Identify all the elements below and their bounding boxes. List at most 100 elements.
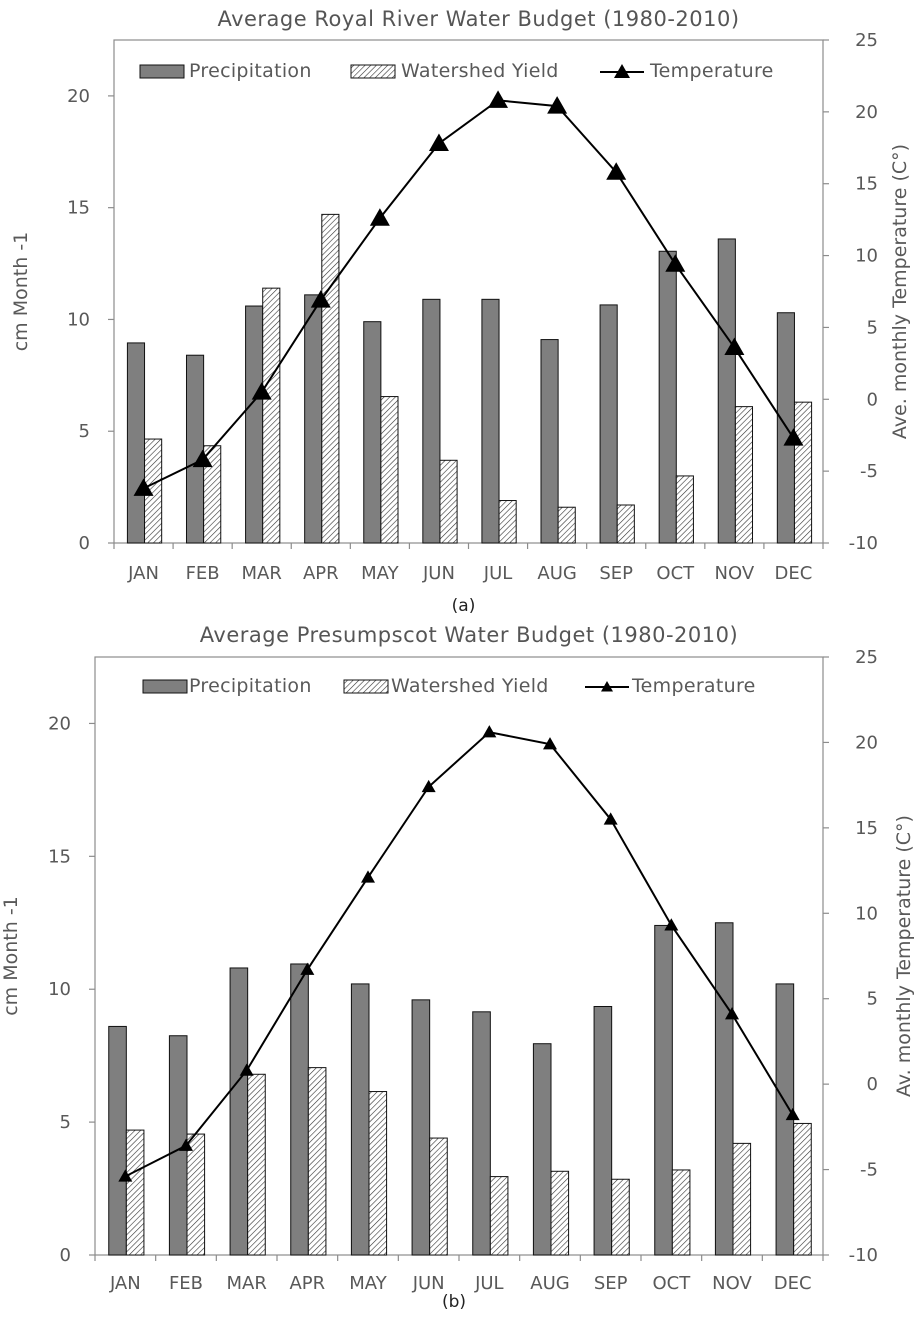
watershed-yield-bar — [203, 445, 222, 544]
precipitation-bar — [654, 924, 673, 1256]
x-tick-label-feb: FEB — [169, 1273, 203, 1294]
precipitation-bar — [714, 922, 734, 1256]
y-tick-label: 5 — [60, 1112, 71, 1133]
x-tick-label-dec: DEC — [774, 1273, 812, 1294]
legend-marker-temperature — [601, 681, 613, 692]
y2-tick-label: 25 — [855, 647, 878, 668]
precipitation-bar — [108, 1025, 127, 1256]
temperature-point — [547, 96, 568, 114]
temperature-point — [543, 737, 557, 750]
x-tick-label-nov: NOV — [712, 1273, 752, 1294]
y-tick-label: 0 — [60, 1245, 71, 1266]
precipitation-bar — [126, 342, 146, 544]
precipitation-bar — [717, 238, 736, 544]
watershed-yield-bar — [793, 401, 813, 544]
y-tick-label: 5 — [79, 421, 90, 442]
y-tick-label: 20 — [67, 86, 90, 107]
x-tick-label-nov: NOV — [715, 563, 755, 584]
y-tick-label: 15 — [67, 198, 90, 219]
x-tick-label-mar: MAR — [242, 563, 282, 584]
y2-tick-label: -10 — [849, 1245, 878, 1266]
temperature-point — [482, 725, 497, 738]
temperature-point — [725, 1007, 739, 1020]
watershed-yield-bar — [675, 475, 694, 544]
watershed-yield-bar — [611, 1178, 630, 1256]
y2-tick-label: -5 — [860, 1160, 878, 1181]
y2-tick-label: 5 — [867, 317, 878, 338]
temperature-point — [664, 918, 679, 931]
temperature-point — [300, 962, 315, 975]
y-axis-title: cm Month -1 — [0, 896, 22, 1016]
x-tick-label-apr: APR — [303, 563, 339, 584]
watershed-yield-bar — [734, 406, 754, 544]
chart-panel-a: Average Royal River Water Budget (1980-2… — [0, 0, 918, 620]
temperature-point — [179, 1138, 193, 1151]
precipitation-bar — [540, 339, 559, 544]
x-tick-label-dec: DEC — [775, 563, 813, 584]
precipitation-bar — [185, 354, 205, 544]
precipitation-bar — [593, 1005, 613, 1256]
temperature-point — [192, 449, 213, 468]
x-tick-label-aug: AUG — [530, 1273, 569, 1294]
precipitation-bar — [363, 321, 382, 544]
precipitation-bar — [481, 298, 500, 544]
y2-tick-label: 10 — [855, 903, 878, 924]
temperature-point — [369, 208, 390, 226]
legend-swatch-precipitation — [139, 64, 185, 79]
temperature-line — [143, 99, 795, 490]
x-tick-label-jul: JUL — [474, 1273, 504, 1294]
legend-label-watershed-yield: Watershed Yield — [391, 675, 549, 697]
x-tick-label-jan: JAN — [127, 563, 159, 584]
temperature-line — [124, 731, 794, 1178]
temperature-point — [118, 1169, 133, 1182]
x-tick-label-sep: SEP — [599, 563, 633, 584]
temperature-point — [251, 382, 272, 400]
x-tick-label-aug: AUG — [537, 563, 576, 584]
chart-title: Average Royal River Water Budget (1980-2… — [217, 7, 739, 31]
y2-tick-label: 20 — [855, 732, 878, 753]
y-tick-label: 0 — [79, 533, 90, 554]
watershed-yield-bar — [125, 1129, 145, 1256]
temperature-point — [783, 428, 804, 446]
watershed-yield-bar — [439, 459, 458, 544]
precipitation-bar — [290, 963, 309, 1256]
precipitation-bar — [658, 250, 677, 544]
y2-tick-label: 20 — [855, 102, 878, 123]
x-tick-label-may: MAY — [349, 1273, 387, 1294]
y2-tick-label: 25 — [855, 30, 878, 51]
legend-label-temperature: Temperature — [649, 60, 774, 82]
legend-swatch-watershed-yield — [350, 64, 396, 79]
watershed-yield-bar — [671, 1169, 691, 1256]
y-tick-label: 10 — [48, 979, 71, 1000]
watershed-yield-bar — [557, 506, 576, 544]
temperature-point — [421, 779, 436, 793]
watershed-yield-bar — [616, 504, 635, 544]
legend-label-watershed-yield: Watershed Yield — [401, 60, 559, 82]
temperature-point — [488, 90, 509, 108]
y2-tick-label: 15 — [855, 174, 878, 195]
watershed-yield-bar — [550, 1170, 570, 1256]
watershed-yield-bar — [498, 500, 517, 544]
precipitation-bar — [350, 983, 370, 1256]
legend-marker-temperature — [614, 64, 630, 78]
watershed-yield-bar — [793, 1122, 812, 1256]
y-axis-title: cm Month -1 — [10, 232, 32, 352]
y2-tick-label: 5 — [867, 989, 878, 1010]
x-tick-label-mar: MAR — [226, 1273, 266, 1294]
watershed-yield-bar — [307, 1067, 327, 1256]
temperature-point — [310, 290, 331, 308]
y2-axis-title: Av. monthly Temperature (C°) — [893, 815, 915, 1097]
y2-axis-title: Ave. monthly Temperature (C°) — [889, 144, 911, 439]
precipitation-bar — [304, 294, 323, 544]
chart-title: Average Presumpscot Water Budget (1980-2… — [200, 623, 738, 647]
temperature-point — [133, 478, 154, 496]
y2-tick-label: 0 — [867, 389, 878, 410]
x-tick-label-sep: SEP — [594, 1273, 628, 1294]
y2-tick-label: 0 — [867, 1074, 878, 1095]
presumpscot-chart: Average Presumpscot Water Budget (1980-2… — [0, 623, 915, 1312]
x-tick-label-jun: JUN — [412, 1273, 445, 1294]
legend-label-precipitation: Precipitation — [189, 60, 312, 82]
x-tick-label-oct: OCT — [652, 1273, 691, 1294]
temperature-point — [724, 337, 745, 356]
x-tick-label-jul: JUL — [483, 563, 513, 584]
